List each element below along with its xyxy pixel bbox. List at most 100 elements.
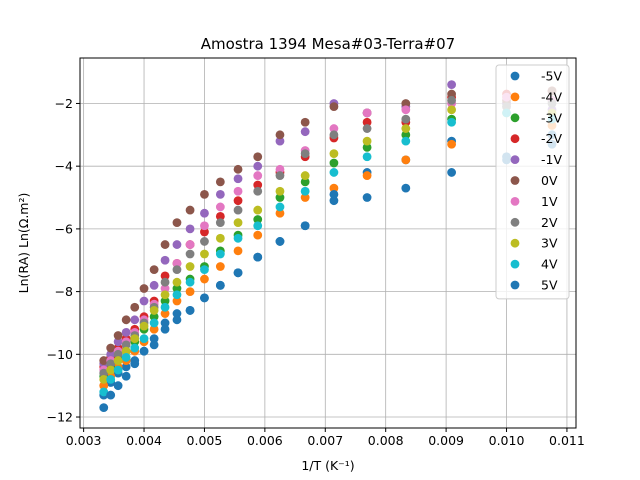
data-point [215,280,225,290]
data-point [300,193,310,202]
data-point [401,136,411,146]
legend-label: -2V [541,131,562,146]
legend-marker [510,155,520,165]
data-point [253,205,263,215]
data-point [401,124,411,133]
data-point [139,284,149,293]
data-point [160,255,170,265]
data-point [130,343,140,353]
data-point [215,262,225,271]
data-point [121,362,131,372]
chart-title: Amostra 1394 Mesa#03-Terra#07 [201,35,455,53]
data-point [200,227,209,237]
data-point [172,309,182,318]
data-point [121,340,131,350]
data-point [233,164,243,174]
data-point [329,102,339,112]
data-point [185,249,195,259]
data-point [106,349,116,359]
data-point [300,127,310,137]
data-point [99,368,109,378]
data-point [300,117,310,127]
data-point [253,221,263,231]
data-point [215,211,225,221]
data-point [185,306,195,315]
data-point [275,136,285,146]
data-point [447,139,457,149]
data-point [362,142,372,152]
data-point [139,296,149,306]
legend-label: -4V [541,89,562,104]
x-tick-label: 0.010 [489,433,525,448]
x-tick-label: 0.011 [549,433,585,448]
data-point [200,274,209,284]
data-point [113,381,123,391]
data-point [130,334,140,344]
data-point [233,268,243,278]
data-point [447,168,457,177]
axis-ticks: 0.003 0.004 0.005 0.006 0.007 0.008 0.009 0.010… [47,96,585,448]
data-point [121,327,131,337]
data-point [149,334,159,344]
data-point [447,80,457,90]
data-point [99,374,109,384]
x-tick-label: 0.003 [66,433,102,448]
data-point [401,99,411,108]
data-point [329,183,339,193]
data-point [275,237,285,246]
data-point [149,340,159,350]
data-point [215,202,225,212]
data-point [149,318,159,328]
data-point [185,224,195,234]
data-point [149,265,159,275]
data-point [275,164,285,174]
data-point [113,349,123,359]
data-point [329,124,339,133]
data-point [185,240,195,249]
data-point [106,365,116,375]
data-point [160,318,170,328]
plot-frame [79,57,577,429]
data-point [300,149,310,159]
data-point [362,193,372,202]
data-point [215,189,225,199]
data-point [139,334,149,344]
data-point [275,130,285,140]
data-point [447,117,457,127]
y-tick-label: −4 [55,159,73,174]
data-point [275,193,285,202]
data-points [99,80,557,413]
data-point [253,252,263,262]
data-point [233,246,243,256]
legend-label: 1V [541,194,558,209]
y-tick-label: −10 [47,347,73,362]
data-point [113,331,123,340]
legend-label: 3V [541,236,558,251]
data-point [160,296,170,306]
data-point [106,343,116,353]
legend-label: -1V [541,152,562,167]
data-point [233,233,243,243]
legend-marker [510,71,520,81]
data-point [160,324,170,334]
data-point [215,218,225,228]
legend-label: -5V [541,69,562,84]
data-point [300,171,310,180]
data-point [233,218,243,228]
data-point [362,124,372,133]
legend-label: -3V [541,110,562,125]
data-point [160,271,170,281]
legend-label: 2V [541,215,558,230]
x-tick-label: 0.005 [187,433,223,448]
data-point [329,130,339,140]
data-point [233,174,243,184]
data-point [139,321,149,331]
data-point [121,353,131,362]
data-point [253,171,263,180]
data-point [200,237,209,246]
legend-label: 0V [541,173,558,188]
x-tick-label: 0.008 [368,433,404,448]
data-point [99,403,109,413]
data-point [329,149,339,159]
data-point [253,161,263,171]
